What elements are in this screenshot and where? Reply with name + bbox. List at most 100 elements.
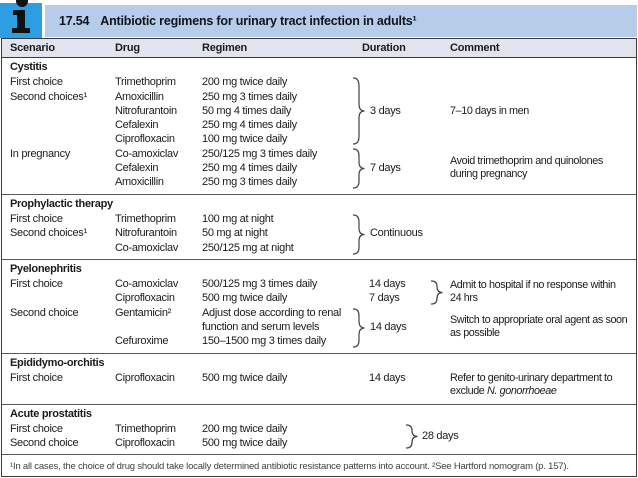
scenario-cell: First choice <box>10 371 63 384</box>
scenario-cell: First choice <box>10 278 63 291</box>
species-name: N. gonorrhoeae <box>487 385 557 398</box>
regimen-cell: 500 mg twice daily <box>202 437 288 450</box>
comment-cell: Avoid trimethoprim and quinolones during… <box>450 155 603 180</box>
table-number: 17.54 <box>59 14 90 28</box>
section-acute-prostatitis: Acute prostatitis First choice Trimethop… <box>2 403 636 455</box>
table-row: First choice Trimethoprim 200 mg twice d… <box>2 422 636 436</box>
column-header-row: Scenario Drug Regimen Duration Comment <box>2 39 636 58</box>
table-row: Second choice Gentamicin² Adjust dose ac… <box>2 306 636 320</box>
comment-cell: Refer to genito-urinary department to ex… <box>450 372 613 398</box>
duration-cell: 14 days <box>369 371 406 384</box>
table-row: Cefuroxime 150–1500 mg 3 times daily <box>2 334 636 348</box>
table-title-banner: 17.54 Antibiotic regimens for urinary tr… <box>45 5 637 37</box>
table-row: First choice Trimethoprim 100 mg at nigh… <box>2 212 636 226</box>
section-epididymo-orchitis: Epididymo-orchitis First choice Ciproflo… <box>2 352 636 404</box>
footnote: ¹In all cases, the choice of drug should… <box>2 454 636 472</box>
section-pyelonephritis: Pyelonephritis First choice Co-amoxiclav… <box>2 258 636 353</box>
regimen-cell: 100 mg at night <box>202 212 274 225</box>
table-row: Cefalexin 250 mg 4 times daily <box>2 161 636 175</box>
table-row: Co-amoxiclav 250/125 mg at night <box>2 241 636 255</box>
duration-cell: 7 days <box>369 292 400 305</box>
drug-cell: Cefalexin <box>115 119 159 132</box>
section-title: Pyelonephritis <box>10 262 82 275</box>
drug-cell: Nitrofurantoin <box>115 104 177 117</box>
regimen-cell: 100 mg twice daily <box>202 133 288 146</box>
drug-cell: Trimethoprim <box>115 76 176 89</box>
drug-cell: Gentamicin² <box>115 306 171 319</box>
col-regimen: Regimen <box>202 42 248 54</box>
regimen-cell: 500/125 mg 3 times daily <box>202 278 318 291</box>
regimen-cell: 250 mg 3 times daily <box>202 176 297 189</box>
regimen-cell: 250/125 mg at night <box>202 241 294 254</box>
table-row: Second choices¹ Amoxicillin 250 mg 3 tim… <box>2 90 636 104</box>
table-row: Second choice Ciprofloxacin 500 mg twice… <box>2 436 636 450</box>
regimen-cell: function and serum levels <box>202 321 320 334</box>
drug-cell: Amoxicillin <box>115 90 164 103</box>
scenario-cell: First choice <box>10 76 63 89</box>
drug-cell: Nitrofurantoin <box>115 227 177 240</box>
duration-label: 28 days <box>422 429 459 442</box>
duration-brace <box>352 214 365 255</box>
scenario-cell: First choice <box>10 212 63 225</box>
scenario-cell: Second choices¹ <box>10 90 87 103</box>
drug-cell: Cefalexin <box>115 162 159 175</box>
drug-cell: Trimethoprim <box>115 422 176 435</box>
regimen-cell: 500 mg twice daily <box>202 292 288 305</box>
table-row: In pregnancy Co-amoxiclav 250/125 mg 3 t… <box>2 147 636 161</box>
section-title: Cystitis <box>10 61 48 73</box>
section-prophylactic-therapy: Prophylactic therapy First choice Trimet… <box>2 193 636 259</box>
duration-brace <box>352 77 365 145</box>
page-title: Antibiotic regimens for urinary tract in… <box>100 14 417 28</box>
antibiotic-regimen-table: Scenario Drug Regimen Duration Comment C… <box>1 38 637 477</box>
duration-label: 14 days <box>370 320 407 333</box>
duration-brace <box>352 308 365 348</box>
duration-label: 7 days <box>370 161 401 174</box>
col-comment: Comment <box>450 42 500 54</box>
duration-brace <box>405 424 418 449</box>
drug-cell: Cefuroxime <box>115 335 169 348</box>
table-row: Cefalexin 250 mg 4 times daily <box>2 118 636 132</box>
regimen-cell: 250 mg 4 times daily <box>202 162 297 175</box>
regimen-cell: Adjust dose according to renal <box>202 306 341 319</box>
drug-cell: Co-amoxiclav <box>115 241 179 254</box>
table-row: function and serum levels <box>2 320 636 334</box>
regimen-cell: 250/125 mg 3 times daily <box>202 147 318 160</box>
drug-cell: Ciprofloxacin <box>115 133 175 146</box>
table-row: First choice Co-amoxiclav 500/125 mg 3 t… <box>2 277 636 291</box>
scenario-cell: Second choice <box>10 437 79 450</box>
comment-cell: Admit to hospital if no response within … <box>450 278 616 304</box>
section-title: Acute prostatitis <box>10 407 92 420</box>
regimen-cell: 250 mg 4 times daily <box>202 119 297 132</box>
scenario-cell: In pregnancy <box>10 147 70 160</box>
comment-cell: Switch to appropriate oral agent as soon… <box>450 313 628 339</box>
regimen-cell: 50 mg 4 times daily <box>202 104 292 117</box>
col-duration: Duration <box>362 42 406 54</box>
drug-cell: Amoxicillin <box>115 176 164 189</box>
scenario-cell: Second choice <box>10 306 79 319</box>
duration-brace <box>352 148 365 189</box>
scenario-cell: Second choices¹ <box>10 227 87 240</box>
table-row: Ciprofloxacin 500 mg twice daily 7 days <box>2 291 636 305</box>
regimen-cell: 150–1500 mg 3 times daily <box>202 335 326 348</box>
duration-label: 3 days <box>370 105 401 117</box>
drug-cell: Co-amoxiclav <box>115 147 179 160</box>
col-drug: Drug <box>115 42 140 54</box>
drug-cell: Ciprofloxacin <box>115 437 175 450</box>
table-row: First choice Trimethoprim 200 mg twice d… <box>2 75 636 89</box>
section-title: Prophylactic therapy <box>10 197 113 210</box>
regimen-cell: 250 mg 3 times daily <box>202 90 297 103</box>
section-title: Epididymo-orchitis <box>10 356 105 369</box>
drug-cell: Ciprofloxacin <box>115 371 175 384</box>
table-row: Amoxicillin 250 mg 3 times daily <box>2 175 636 189</box>
drug-cell: Co-amoxiclav <box>115 278 179 291</box>
regimen-cell: 500 mg twice daily <box>202 371 288 384</box>
regimen-cell: 200 mg twice daily <box>202 422 288 435</box>
info-icon <box>0 0 42 38</box>
table-row: Nitrofurantoin 50 mg 4 times daily <box>2 104 636 118</box>
duration-label: Continuous <box>370 226 423 239</box>
table-row: Second choices¹ Nitrofurantoin 50 mg at … <box>2 226 636 240</box>
comment-brace <box>430 280 443 305</box>
drug-cell: Ciprofloxacin <box>115 292 175 305</box>
col-scenario: Scenario <box>10 42 55 54</box>
